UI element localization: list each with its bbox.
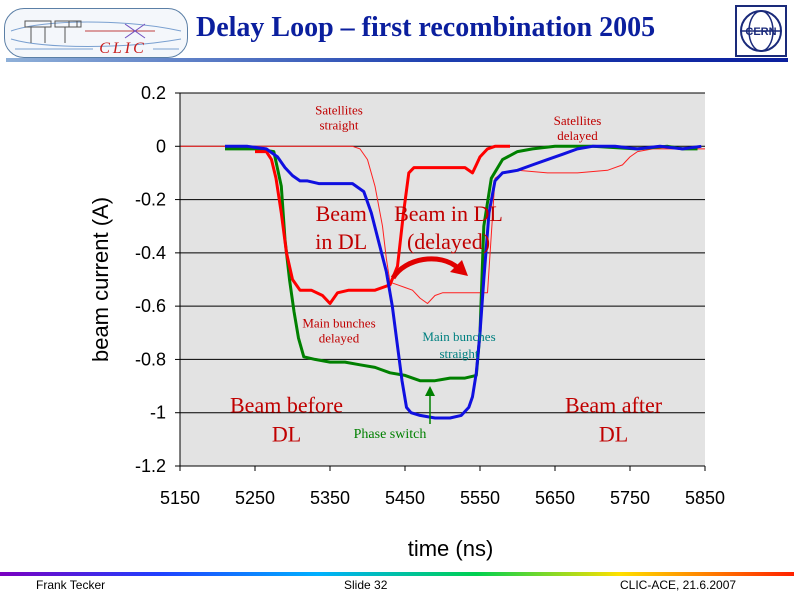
annotation-label: Main bunches delayed xyxy=(302,315,375,345)
clic-logo: CLIC xyxy=(4,8,188,58)
annotation-label: Phase switch xyxy=(354,427,427,442)
cern-logo: CERN xyxy=(734,4,788,58)
cern-logo-graphic: CERN xyxy=(735,5,787,57)
x-tick-label: 5450 xyxy=(385,488,425,508)
annotation-label: Satellites straight xyxy=(315,102,363,132)
recombination-arrow xyxy=(390,256,460,280)
footer-event: CLIC-ACE, 21.6.2007 xyxy=(620,578,737,592)
y-tick-label: 0 xyxy=(156,136,166,156)
footer-author: Frank Tecker xyxy=(36,578,106,592)
annotation-label: Beam in DL (delayed) xyxy=(394,201,503,254)
footer-slide-number: Slide 32 xyxy=(344,578,388,592)
y-tick-label: -0.8 xyxy=(135,349,166,369)
slide-title: Delay Loop – first recombination 2005 xyxy=(196,12,656,43)
y-tick-label: -1 xyxy=(150,403,166,423)
y-axis-title: beam current (A) xyxy=(88,197,113,362)
recombination-arrowhead xyxy=(450,260,468,276)
y-tick-label: -1.2 xyxy=(135,456,166,476)
x-tick-label: 5150 xyxy=(160,488,200,508)
x-tick-label: 5650 xyxy=(535,488,575,508)
phase-switch-arrowhead xyxy=(425,386,435,396)
clic-logo-graphic: CLIC xyxy=(10,20,182,57)
y-tick-label: 0.2 xyxy=(141,83,166,103)
title-divider xyxy=(6,58,788,62)
x-axis-title: time (ns) xyxy=(408,536,494,561)
annotation-label: Beam in DL xyxy=(315,201,367,254)
annotation-label: Beam after DL xyxy=(565,393,663,447)
series-line xyxy=(225,144,698,383)
y-tick-label: -0.4 xyxy=(135,243,166,263)
footer-divider xyxy=(0,572,794,576)
x-tick-label: 5250 xyxy=(235,488,275,508)
x-tick-label: 5350 xyxy=(310,488,350,508)
series-line xyxy=(180,145,705,304)
annotation-label: Beam before DL xyxy=(230,393,343,447)
annotation-label: Main bunches straight xyxy=(422,329,495,361)
annotation-label: Satellites delayed xyxy=(554,113,602,143)
cern-logo-text: CERN xyxy=(745,26,776,38)
y-tick-label: -0.6 xyxy=(135,296,166,316)
x-tick-label: 5750 xyxy=(610,488,650,508)
series-line xyxy=(225,144,702,420)
x-tick-label: 5850 xyxy=(685,488,725,508)
x-tick-label: 5550 xyxy=(460,488,500,508)
y-tick-label: -0.2 xyxy=(135,190,166,210)
clic-logo-text: CLIC xyxy=(99,40,147,57)
